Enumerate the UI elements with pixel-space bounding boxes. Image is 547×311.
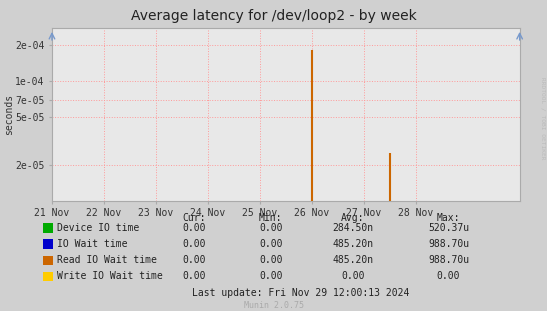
Text: IO Wait time: IO Wait time <box>57 239 127 249</box>
Text: 0.00: 0.00 <box>259 272 282 281</box>
Text: 0.00: 0.00 <box>183 223 206 233</box>
Text: Munin 2.0.75: Munin 2.0.75 <box>243 301 304 310</box>
Text: 988.70u: 988.70u <box>428 255 469 265</box>
Text: 0.00: 0.00 <box>341 272 364 281</box>
Text: 520.37u: 520.37u <box>428 223 469 233</box>
Text: 284.50n: 284.50n <box>332 223 374 233</box>
Text: 0.00: 0.00 <box>259 223 282 233</box>
Text: 0.00: 0.00 <box>437 272 460 281</box>
Text: 0.00: 0.00 <box>183 255 206 265</box>
Text: Device IO time: Device IO time <box>57 223 139 233</box>
Text: 485.20n: 485.20n <box>332 239 374 249</box>
Text: Read IO Wait time: Read IO Wait time <box>57 255 157 265</box>
Text: Average latency for /dev/loop2 - by week: Average latency for /dev/loop2 - by week <box>131 9 416 23</box>
Text: 0.00: 0.00 <box>183 239 206 249</box>
Y-axis label: seconds: seconds <box>4 94 14 135</box>
Text: Min:: Min: <box>259 213 282 223</box>
Text: 0.00: 0.00 <box>183 272 206 281</box>
Text: Write IO Wait time: Write IO Wait time <box>57 272 162 281</box>
Text: Last update: Fri Nov 29 12:00:13 2024: Last update: Fri Nov 29 12:00:13 2024 <box>192 288 410 298</box>
Text: 0.00: 0.00 <box>259 255 282 265</box>
Text: Max:: Max: <box>437 213 460 223</box>
Text: 988.70u: 988.70u <box>428 239 469 249</box>
Text: Avg:: Avg: <box>341 213 364 223</box>
Text: 0.00: 0.00 <box>259 239 282 249</box>
Text: 485.20n: 485.20n <box>332 255 374 265</box>
Text: RRDTOOL / TOBI OETIKER: RRDTOOL / TOBI OETIKER <box>541 77 546 160</box>
Text: Cur:: Cur: <box>183 213 206 223</box>
